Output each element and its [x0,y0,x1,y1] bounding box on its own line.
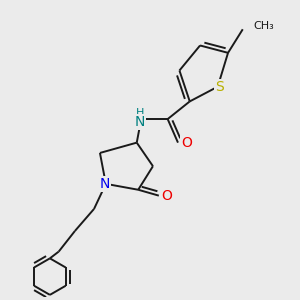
Text: O: O [181,136,192,150]
Text: CH₃: CH₃ [253,21,274,31]
Text: N: N [99,177,110,191]
Text: S: S [215,80,224,94]
Text: N: N [134,115,145,129]
Text: H: H [136,108,144,118]
Text: O: O [162,189,172,202]
